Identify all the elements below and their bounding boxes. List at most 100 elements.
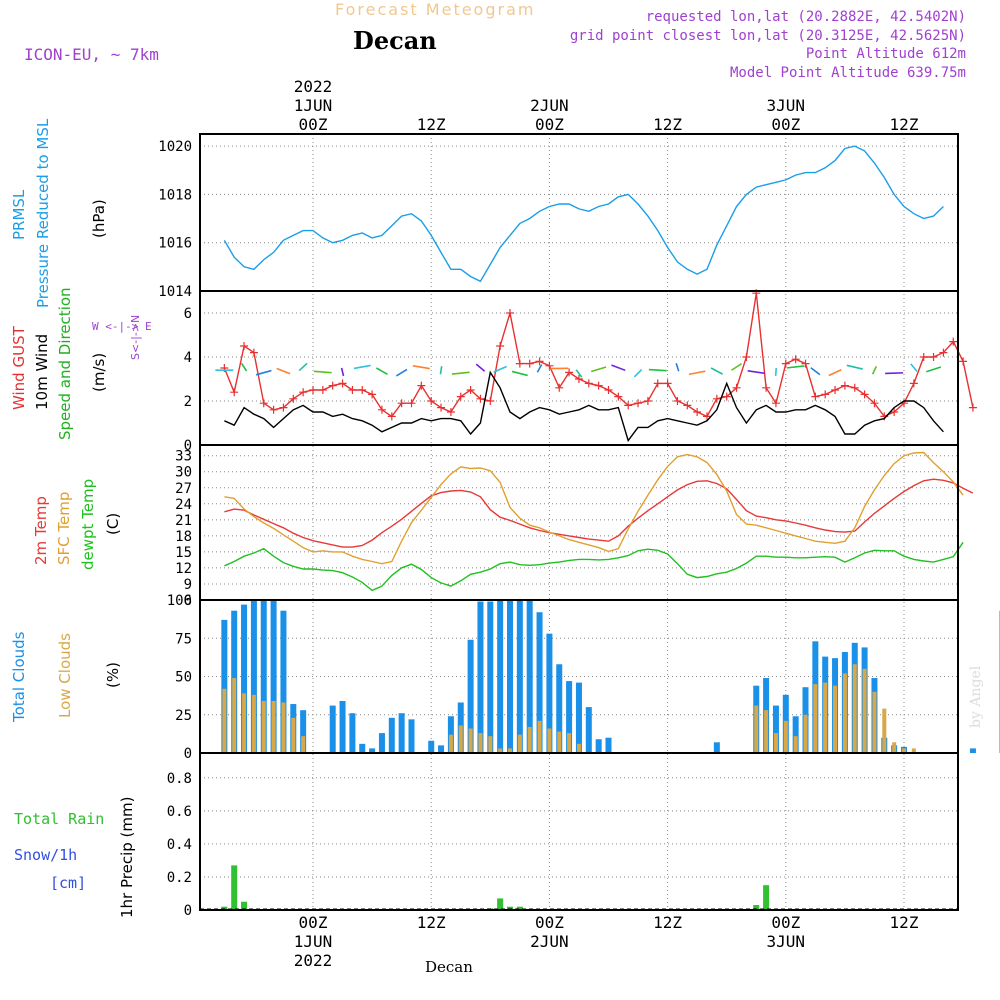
low-cloud-bar <box>882 708 887 753</box>
series-line-prmsl <box>223 145 944 283</box>
low-cloud-bar <box>448 734 453 753</box>
y-tick-label: 1018 <box>158 187 192 203</box>
gust-marker <box>456 392 465 401</box>
total-clouds-label: Total Clouds <box>10 631 28 722</box>
compass-sn: S<-|->N <box>129 314 142 360</box>
total-cloud-bar <box>329 705 336 753</box>
low-cloud-bar <box>783 720 788 753</box>
y-tick-label: 4 <box>184 350 192 366</box>
wind-direction-arrow <box>340 367 345 377</box>
panel-frame <box>199 133 959 292</box>
gridpoint-coords: grid point closest lon,lat (20.3125E, 42… <box>569 28 966 44</box>
wind-direction-arrow <box>710 367 724 375</box>
gust-marker <box>781 359 790 368</box>
top-time-label: 00Z <box>771 115 800 134</box>
low-cloud-bar <box>527 726 532 753</box>
gust-marker <box>762 383 771 392</box>
total-cloud-bar <box>300 710 307 753</box>
gust-marker <box>673 397 682 405</box>
low-cloud-bar <box>281 702 286 753</box>
top-time-label: 12Z <box>417 115 446 134</box>
wind-direction-arrow <box>846 364 863 370</box>
low-cloud-bar <box>291 717 296 753</box>
gust-marker <box>397 399 406 408</box>
low-cloud-bar <box>567 733 572 753</box>
rain-bar <box>516 906 523 910</box>
gust-marker <box>653 379 662 388</box>
y-tick-label: 0 <box>184 903 192 919</box>
wind-direction-arrow <box>240 362 248 372</box>
precip-axis-label: 1hr Precip (mm) <box>118 796 136 918</box>
series-line-wind-gust <box>223 293 974 418</box>
footer-location: Decan <box>425 958 473 976</box>
gust-marker <box>407 399 416 408</box>
gust-marker <box>249 348 258 357</box>
low-cloud-bar <box>803 714 808 753</box>
series-line-sfc-temp <box>224 451 964 565</box>
gust-marker <box>693 408 702 416</box>
low-cloud-bar <box>902 748 906 753</box>
low-cloud-bar <box>813 684 818 753</box>
chart-title: Decan <box>353 26 437 55</box>
gust-marker <box>870 399 879 408</box>
top-time-label: 1JUN <box>294 96 333 115</box>
total-cloud-bar <box>713 742 720 753</box>
low-cloud-bar <box>872 691 877 753</box>
total-cloud-bar <box>359 743 366 753</box>
temp-2m-label: 2m Temp <box>32 496 50 565</box>
low-cloud-bar <box>911 748 916 753</box>
gust-marker <box>387 412 396 421</box>
total-cloud-bar <box>487 601 494 753</box>
total-cloud-bar <box>585 707 592 753</box>
total-cloud-bar <box>467 639 474 753</box>
gust-marker <box>624 401 633 410</box>
low-cloud-bar <box>508 748 512 753</box>
gust-marker <box>535 357 544 366</box>
bottom-time-label: 00Z <box>771 913 800 932</box>
top-time-label: 3JUN <box>767 96 806 115</box>
model-altitude: Model Point Altitude 639.75m <box>729 65 966 81</box>
gust-marker <box>831 386 840 394</box>
wind-direction-arrow <box>926 366 942 373</box>
pressure-unit: (hPa) <box>90 199 108 238</box>
total-cloud-bar <box>566 681 573 753</box>
wind-direction-arrow <box>353 364 371 370</box>
wind-unit: (m/s) <box>90 352 108 392</box>
total-cloud-bar <box>792 716 799 753</box>
low-cloud-bar <box>251 694 256 753</box>
wind-direction-arrow <box>731 362 743 371</box>
top-time-label: 12Z <box>890 115 919 134</box>
gust-marker <box>840 381 849 390</box>
low-cloud-bar <box>892 742 897 753</box>
wind-direction-arrow <box>451 371 470 375</box>
gust-marker <box>771 399 780 408</box>
panel-frame <box>199 752 959 911</box>
wind-direction-arrow <box>774 367 778 376</box>
gust-marker <box>525 359 534 368</box>
y-tick-label: 75 <box>175 631 192 647</box>
total-cloud-bar <box>605 737 612 753</box>
gust-marker <box>269 405 278 414</box>
wind-direction-arrow <box>747 370 765 375</box>
top-time-label: 00Z <box>535 115 564 134</box>
y-tick-label: 9 <box>184 577 192 593</box>
bottom-time-label: 3JUN <box>767 932 806 951</box>
low-cloud-bar <box>468 728 473 753</box>
y-tick-label: 100 <box>167 593 192 609</box>
total-cloud-bar <box>507 600 513 753</box>
gust-marker <box>565 368 574 377</box>
low-cloud-bar <box>517 734 522 753</box>
total-cloud-bar <box>428 740 435 753</box>
gust-marker <box>949 337 958 346</box>
total-cloud-bar <box>556 664 563 753</box>
gust-marker <box>594 381 603 390</box>
low-cloud-bar <box>793 736 798 753</box>
gust-marker <box>348 386 357 394</box>
y-tick-label: 1016 <box>158 236 192 252</box>
series-line-dewpt-temp <box>224 541 964 592</box>
watermark: by Angel <box>968 665 984 728</box>
wind-direction-arrow <box>810 367 821 376</box>
y-tick-label: 0.4 <box>167 837 192 853</box>
gust-marker <box>466 386 475 394</box>
gust-marker <box>230 388 239 397</box>
